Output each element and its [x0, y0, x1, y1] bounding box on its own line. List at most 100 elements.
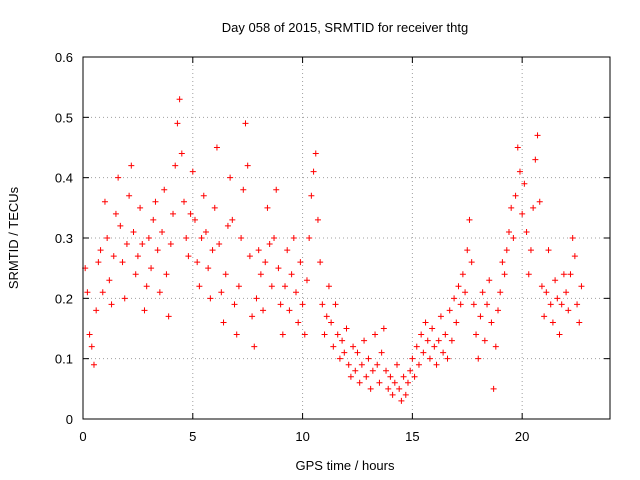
- data-point: [576, 319, 583, 326]
- data-point: [117, 222, 124, 229]
- data-point: [306, 235, 313, 241]
- data-point: [84, 289, 91, 296]
- data-point: [119, 259, 126, 266]
- data-point: [110, 253, 117, 260]
- data-point: [141, 307, 148, 314]
- data-point: [383, 367, 390, 374]
- data-point: [413, 343, 420, 350]
- data-point: [541, 313, 548, 320]
- data-point: [202, 228, 209, 235]
- data-point: [514, 144, 521, 151]
- data-point: [170, 210, 177, 217]
- data-point: [238, 235, 245, 241]
- data-point: [325, 283, 332, 290]
- data-point: [205, 265, 212, 272]
- data-point: [213, 144, 220, 151]
- data-point: [240, 186, 247, 193]
- data-point: [189, 168, 196, 175]
- data-point: [222, 271, 229, 278]
- data-point: [420, 349, 427, 356]
- data-point: [176, 96, 183, 103]
- data-point: [174, 120, 181, 127]
- data-point: [134, 253, 141, 260]
- data-point: [328, 319, 335, 326]
- data-point: [560, 271, 567, 278]
- data-point: [389, 391, 396, 398]
- data-point: [457, 301, 464, 308]
- data-point: [486, 277, 493, 284]
- data-point: [295, 319, 302, 326]
- data-point: [512, 192, 519, 199]
- data-point: [369, 367, 376, 374]
- grid-layer: [83, 57, 610, 419]
- data-point: [361, 337, 368, 344]
- data-point: [332, 301, 339, 308]
- data-point: [126, 192, 133, 199]
- data-point: [282, 283, 289, 290]
- data-point: [488, 319, 495, 326]
- data-point: [523, 228, 530, 235]
- data-point: [317, 259, 324, 266]
- data-point: [330, 343, 337, 350]
- data-point: [106, 277, 113, 284]
- data-point: [185, 253, 192, 260]
- data-point: [400, 373, 407, 380]
- data-point: [275, 265, 282, 272]
- data-point: [536, 198, 543, 205]
- data-point: [532, 156, 539, 163]
- y-tick-label: 0.4: [55, 171, 73, 186]
- data-point: [484, 301, 491, 308]
- data-point: [429, 325, 436, 332]
- data-point: [376, 379, 383, 386]
- data-point: [350, 343, 357, 350]
- data-point: [516, 168, 523, 175]
- data-point: [104, 235, 111, 241]
- chart-title: Day 058 of 2015, SRMTID for receiver tht…: [222, 20, 468, 35]
- data-point: [499, 259, 506, 266]
- y-tick-label: 0.3: [55, 231, 73, 246]
- data-point: [101, 198, 108, 205]
- data-point: [468, 259, 475, 266]
- data-point: [519, 210, 526, 217]
- data-point: [451, 295, 458, 302]
- data-point: [224, 222, 231, 229]
- data-point: [477, 313, 484, 320]
- data-point: [543, 289, 550, 296]
- data-point: [292, 289, 299, 296]
- data-point: [525, 271, 532, 278]
- data-point: [394, 361, 401, 368]
- data-point: [354, 349, 361, 356]
- data-point: [159, 228, 166, 235]
- data-point: [404, 379, 411, 386]
- data-point: [422, 319, 429, 326]
- data-point: [453, 319, 460, 326]
- data-point: [380, 325, 387, 332]
- data-point: [165, 313, 172, 320]
- data-point: [196, 283, 203, 290]
- data-point: [167, 241, 174, 248]
- y-axis-label: SRMTID / TECUs: [6, 186, 21, 289]
- data-point: [462, 289, 469, 296]
- data-point: [481, 337, 488, 344]
- data-point: [303, 277, 310, 284]
- data-point: [163, 271, 170, 278]
- data-point: [352, 367, 359, 374]
- data-point: [426, 355, 433, 362]
- data-point: [385, 385, 392, 392]
- data-point: [501, 271, 508, 278]
- data-point: [473, 331, 480, 338]
- data-point: [115, 174, 122, 181]
- x-tick-label: 10: [295, 429, 309, 444]
- data-point: [216, 241, 223, 248]
- data-point: [343, 325, 350, 332]
- data-point: [88, 343, 95, 350]
- data-point: [565, 307, 572, 314]
- data-point: [86, 331, 93, 338]
- data-point: [130, 228, 137, 235]
- data-point: [497, 289, 504, 296]
- data-point: [319, 301, 326, 308]
- data-point: [246, 253, 253, 260]
- data-point: [231, 301, 238, 308]
- data-point: [194, 259, 201, 266]
- data-point: [402, 391, 409, 398]
